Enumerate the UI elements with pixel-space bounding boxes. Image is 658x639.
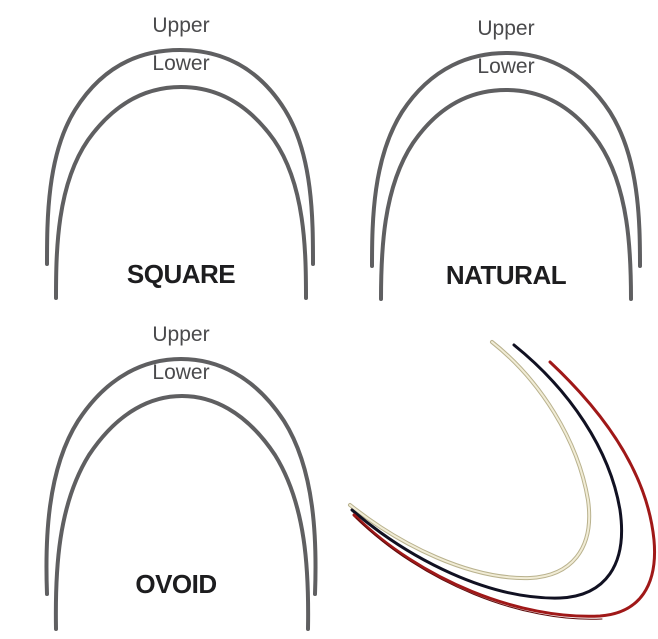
square-lower-arch [54,84,308,300]
square-upper-label: Upper [152,14,209,37]
red-wire-shadow [355,517,603,620]
ovoid-panel: Upper Lower OVOID [44,323,318,631]
ovoid-form-title: OVOID [135,569,216,599]
natural-upper-arch [370,50,642,268]
natural-lower-label: Lower [477,55,534,78]
archwire-photo [348,340,657,620]
square-panel: Upper Lower SQUARE [45,14,315,300]
ivory-wire-highlight [349,341,591,580]
ovoid-lower-arch [53,393,311,631]
ovoid-upper-arch [44,356,318,596]
square-upper-arch [45,47,315,266]
square-lower-label: Lower [152,52,209,75]
ovoid-upper-label: Upper [152,323,209,346]
square-form-title: SQUARE [127,259,235,289]
ovoid-lower-label: Lower [152,361,209,384]
natural-panel: Upper Lower NATURAL [370,17,642,301]
black-wire [350,343,623,600]
natural-upper-label: Upper [477,17,534,40]
natural-lower-arch [379,87,633,301]
natural-form-title: NATURAL [446,260,567,290]
red-wire [352,360,657,618]
